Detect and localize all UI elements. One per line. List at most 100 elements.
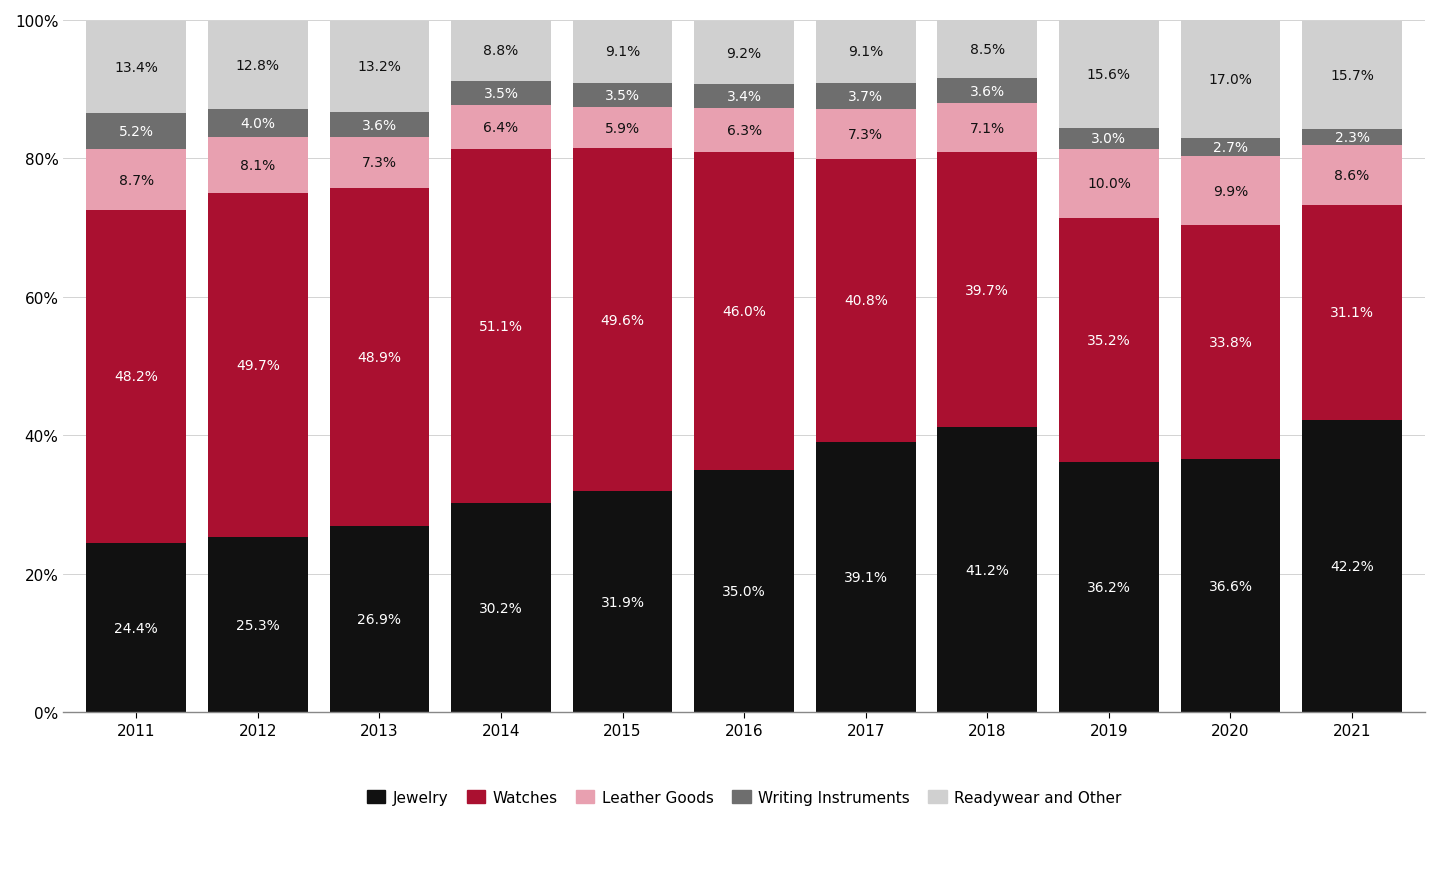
Bar <box>1302 22 1403 130</box>
Bar <box>937 428 1037 713</box>
Bar <box>573 21 672 84</box>
Text: 46.0%: 46.0% <box>723 304 766 318</box>
Text: 6.3%: 6.3% <box>727 123 762 137</box>
Text: 24.4%: 24.4% <box>114 621 158 635</box>
Text: 40.8%: 40.8% <box>844 294 887 308</box>
Text: 8.5%: 8.5% <box>969 43 1005 56</box>
Bar <box>1302 421 1403 713</box>
Text: 10.0%: 10.0% <box>1087 177 1130 191</box>
Bar <box>937 153 1037 428</box>
Text: 41.2%: 41.2% <box>965 563 1009 577</box>
Text: 5.9%: 5.9% <box>605 122 641 136</box>
Text: 9.2%: 9.2% <box>727 46 762 61</box>
Bar <box>1058 129 1159 149</box>
Bar <box>937 79 1037 104</box>
Bar <box>1181 226 1280 460</box>
Bar <box>330 113 429 138</box>
Bar <box>207 138 308 194</box>
Text: 3.0%: 3.0% <box>1092 132 1126 146</box>
Bar <box>86 544 186 713</box>
Text: 3.5%: 3.5% <box>484 87 518 101</box>
Text: 5.2%: 5.2% <box>120 125 154 139</box>
Bar <box>694 152 793 470</box>
Bar <box>86 210 186 544</box>
Bar <box>1302 146 1403 206</box>
Text: 15.6%: 15.6% <box>1087 68 1130 82</box>
Bar <box>86 150 186 210</box>
Bar <box>816 84 916 109</box>
Bar <box>694 22 793 85</box>
Bar <box>694 85 793 109</box>
Text: 8.6%: 8.6% <box>1335 169 1369 182</box>
Text: 4.0%: 4.0% <box>240 117 275 131</box>
Text: 35.2%: 35.2% <box>1087 334 1130 348</box>
Text: 2.7%: 2.7% <box>1212 141 1248 155</box>
Bar <box>1058 219 1159 462</box>
Text: 35.0%: 35.0% <box>723 585 766 599</box>
Text: 7.1%: 7.1% <box>969 122 1005 136</box>
Text: 8.8%: 8.8% <box>484 44 518 58</box>
Bar <box>1058 149 1159 219</box>
Bar <box>1058 462 1159 713</box>
Text: 25.3%: 25.3% <box>236 618 279 632</box>
Text: 26.9%: 26.9% <box>357 613 402 627</box>
Text: 51.1%: 51.1% <box>480 320 523 334</box>
Bar <box>816 109 916 160</box>
Text: 7.3%: 7.3% <box>848 128 883 142</box>
Bar <box>816 442 916 713</box>
Bar <box>330 138 429 189</box>
Text: 12.8%: 12.8% <box>236 59 279 73</box>
Text: 3.5%: 3.5% <box>605 89 641 103</box>
Bar <box>451 106 552 150</box>
Legend: Jewelry, Watches, Leather Goods, Writing Instruments, Readywear and Other: Jewelry, Watches, Leather Goods, Writing… <box>359 782 1129 813</box>
Text: 17.0%: 17.0% <box>1208 73 1253 87</box>
Text: 9.1%: 9.1% <box>848 45 883 59</box>
Bar <box>1181 157 1280 226</box>
Text: 3.7%: 3.7% <box>848 90 883 103</box>
Bar <box>330 189 429 527</box>
Bar <box>816 21 916 84</box>
Bar <box>207 537 308 713</box>
Bar <box>937 20 1037 79</box>
Text: 15.7%: 15.7% <box>1331 69 1374 83</box>
Text: 48.2%: 48.2% <box>114 370 158 384</box>
Text: 3.6%: 3.6% <box>361 118 397 132</box>
Bar <box>1058 21 1159 129</box>
Text: 31.9%: 31.9% <box>600 595 645 609</box>
Text: 2.3%: 2.3% <box>1335 131 1369 145</box>
Text: 42.2%: 42.2% <box>1331 560 1374 574</box>
Bar <box>330 22 429 113</box>
Text: 13.4%: 13.4% <box>114 61 158 75</box>
Bar <box>86 115 186 150</box>
Bar <box>1181 460 1280 713</box>
Bar <box>573 84 672 108</box>
Text: 6.4%: 6.4% <box>484 121 518 136</box>
Text: 8.7%: 8.7% <box>118 173 154 188</box>
Text: 39.7%: 39.7% <box>965 283 1009 297</box>
Text: 3.4%: 3.4% <box>727 90 762 104</box>
Bar <box>573 149 672 492</box>
Bar <box>1181 21 1280 138</box>
Bar <box>207 22 308 110</box>
Bar <box>1302 130 1403 146</box>
Bar <box>451 504 552 713</box>
Text: 3.6%: 3.6% <box>969 84 1005 98</box>
Bar <box>573 492 672 713</box>
Text: 48.9%: 48.9% <box>357 350 402 364</box>
Bar <box>451 82 552 106</box>
Bar <box>86 22 186 115</box>
Bar <box>694 470 793 713</box>
Text: 36.2%: 36.2% <box>1087 580 1130 594</box>
Bar <box>207 194 308 537</box>
Text: 13.2%: 13.2% <box>357 60 402 74</box>
Bar <box>816 160 916 442</box>
Bar <box>330 527 429 713</box>
Text: 8.1%: 8.1% <box>240 159 275 173</box>
Bar <box>451 21 552 82</box>
Text: 33.8%: 33.8% <box>1208 335 1253 349</box>
Bar <box>1302 206 1403 421</box>
Bar <box>207 110 308 138</box>
Text: 9.1%: 9.1% <box>605 45 641 59</box>
Text: 9.9%: 9.9% <box>1212 184 1248 198</box>
Bar <box>1181 138 1280 157</box>
